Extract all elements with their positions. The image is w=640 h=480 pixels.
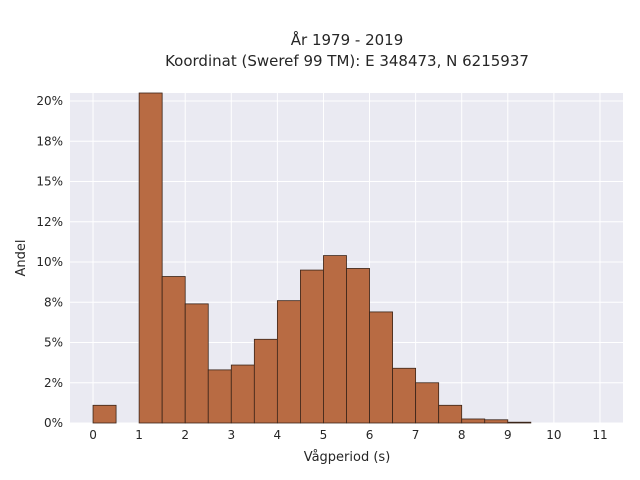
y-tick-label: 20%: [36, 94, 63, 108]
y-tick-label: 12%: [36, 215, 63, 229]
x-tick-label: 5: [320, 428, 328, 442]
histogram-bar: [507, 421, 532, 424]
histogram-bar: [369, 311, 393, 424]
x-tick-label: 1: [135, 428, 143, 442]
x-tick-label: 4: [274, 428, 282, 442]
x-tick-label: 6: [366, 428, 374, 442]
y-tick-label: 2%: [44, 376, 63, 390]
x-tick-label: 8: [458, 428, 466, 442]
y-tick-label: 18%: [36, 134, 63, 148]
x-tick-label: 0: [89, 428, 97, 442]
x-axis-ticks: 0 1 2 3 4 5 6 7 8 9 10 11: [89, 428, 607, 442]
histogram-bar: [207, 369, 232, 424]
x-tick-label: 7: [412, 428, 420, 442]
histogram-bar: [484, 419, 509, 424]
y-tick-label: 15%: [36, 175, 63, 189]
histogram-bar: [392, 367, 417, 424]
histogram-bars: [92, 92, 532, 424]
histogram-bar: [161, 276, 186, 424]
histogram-bar: [253, 338, 278, 424]
histogram-bar: [461, 418, 486, 424]
chart-title-line-1: År 1979 - 2019: [291, 30, 404, 49]
y-axis-ticks: 0% 2% 5% 8% 10% 12% 15% 18% 20%: [36, 94, 63, 430]
x-tick-label: 10: [546, 428, 561, 442]
x-tick-label: 3: [227, 428, 235, 442]
y-tick-label: 10%: [36, 255, 63, 269]
histogram-bar: [138, 92, 163, 424]
histogram-bar: [92, 404, 117, 424]
histogram-bar: [184, 303, 209, 424]
histogram-bar: [230, 364, 255, 424]
histogram-bar: [276, 300, 301, 424]
histogram-bar: [323, 255, 347, 424]
y-tick-label: 5%: [44, 336, 63, 350]
x-tick-label: 11: [592, 428, 607, 442]
histogram-bar: [438, 404, 463, 424]
histogram-bar: [300, 269, 324, 424]
x-axis-label: Vågperiod (s): [304, 450, 391, 465]
chart-title-line-2: Koordinat (Sweref 99 TM): E 348473, N 62…: [165, 52, 529, 70]
x-tick-label: 2: [181, 428, 189, 442]
y-tick-label: 0%: [44, 416, 63, 430]
y-axis-label: Andel: [14, 240, 29, 277]
histogram-bar: [415, 382, 440, 424]
histogram-bar: [346, 268, 370, 424]
y-tick-label: 8%: [44, 295, 63, 309]
x-tick-label: 9: [504, 428, 512, 442]
